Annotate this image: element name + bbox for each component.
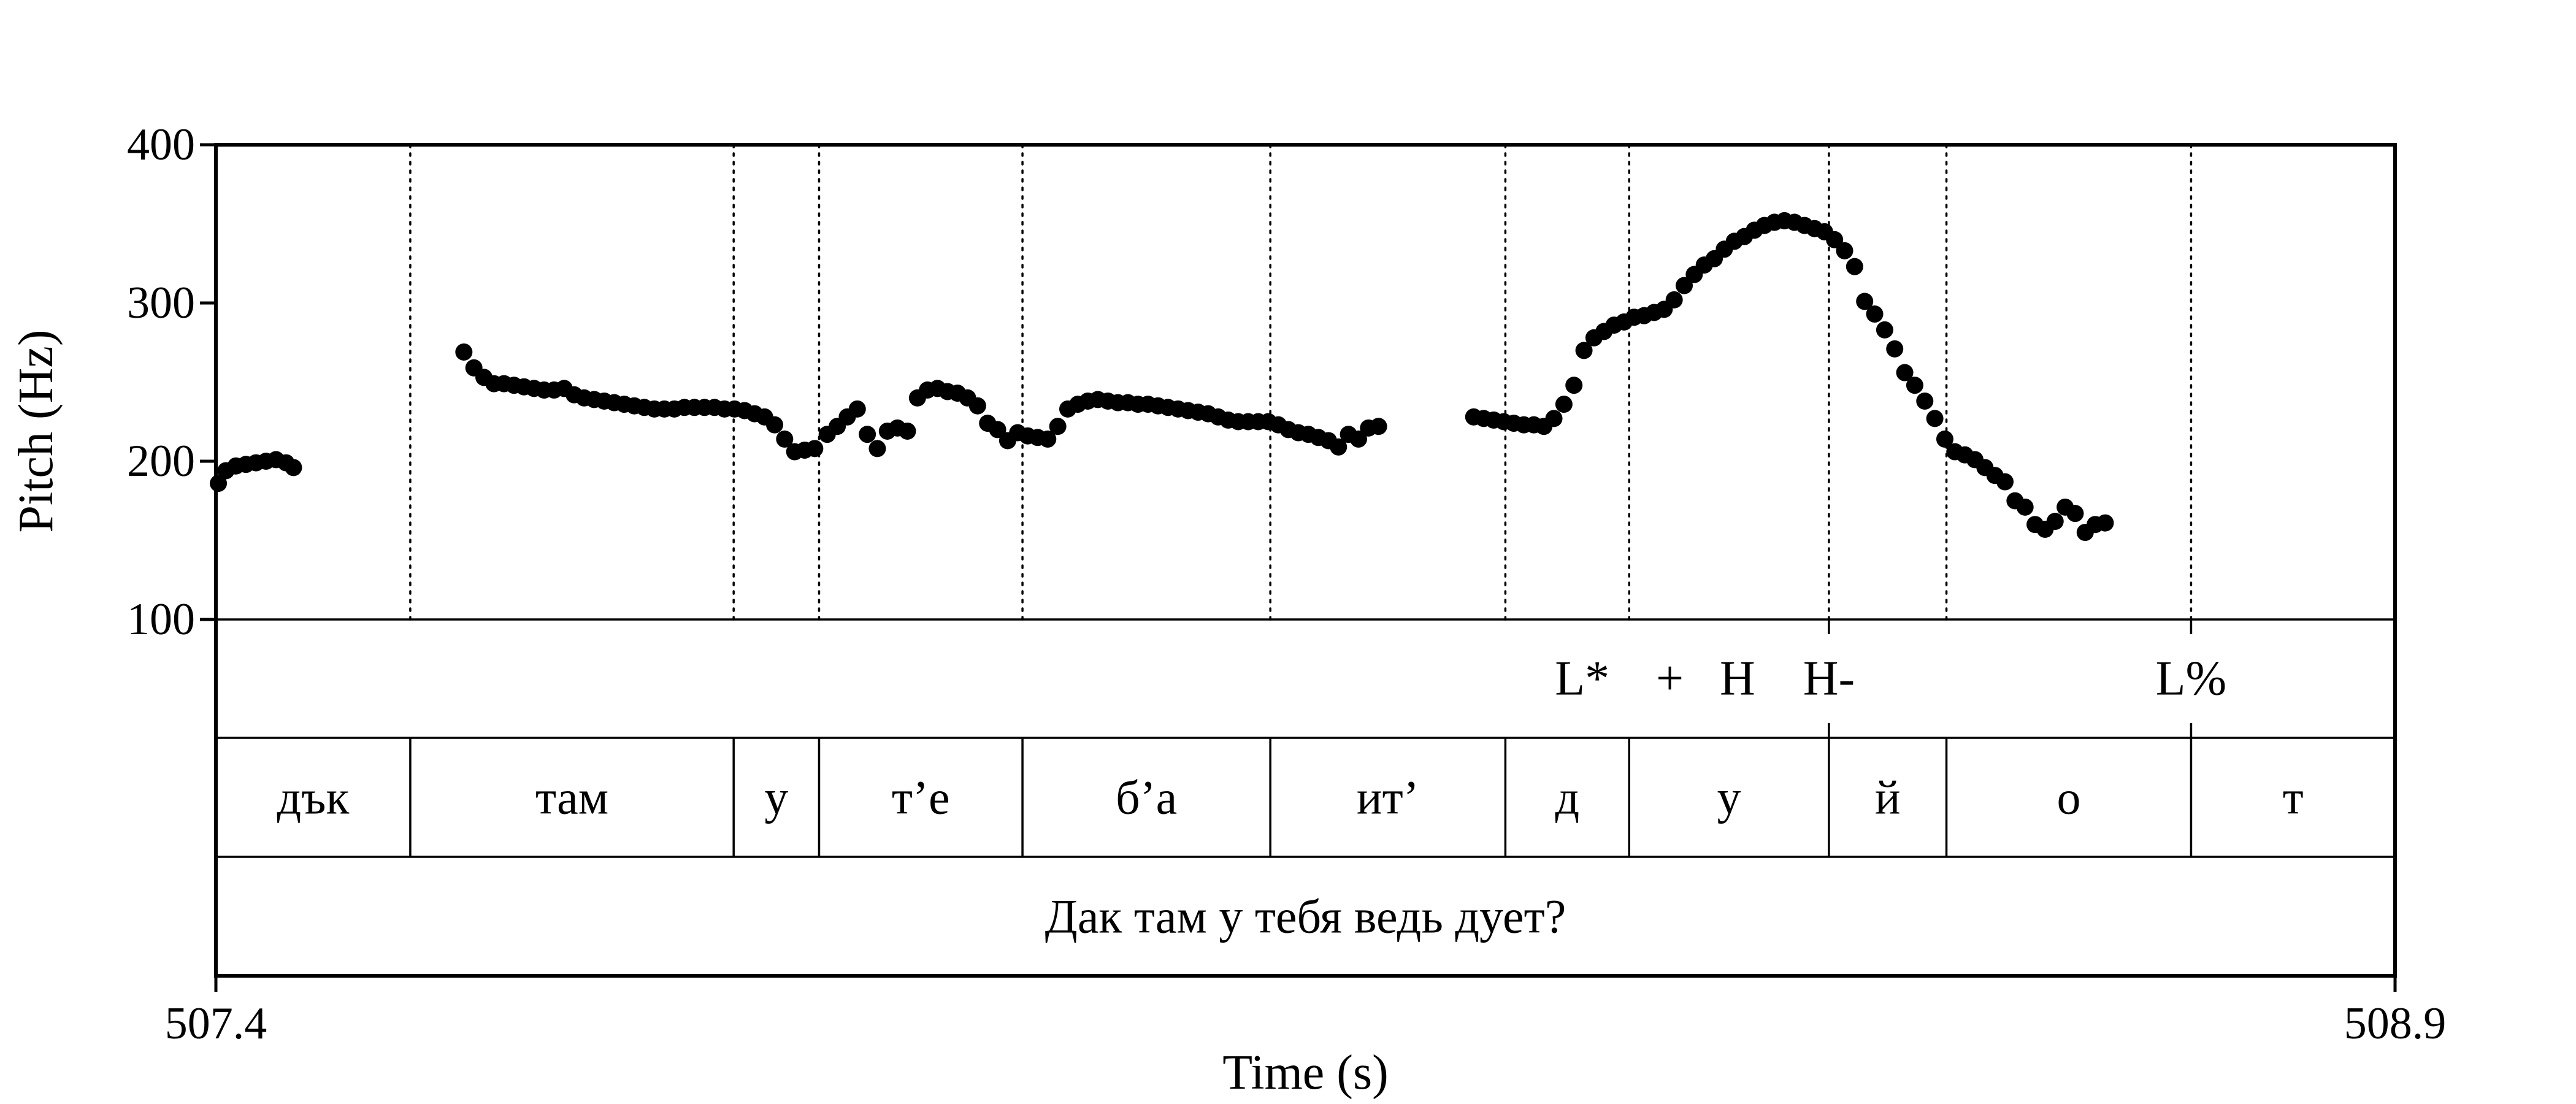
segment-label: й [1875, 771, 1901, 824]
y-tick-label: 400 [127, 120, 195, 170]
pitch-points [210, 212, 2114, 542]
segment-label: д [1555, 771, 1579, 824]
pitch-point [899, 422, 916, 440]
pitch-point [1676, 277, 1693, 294]
y-tick-label: 100 [127, 594, 195, 645]
pitch-point [1926, 410, 1944, 427]
pitch-point [2066, 505, 2084, 523]
tone-label: H [1720, 652, 1755, 706]
tone-label: + [1656, 652, 1684, 706]
pitch-point [1545, 410, 1563, 427]
x-axis-label: Time (s) [1222, 1046, 1388, 1100]
pitch-point [776, 430, 794, 448]
pitch-point [968, 397, 986, 415]
pitch-point [1049, 418, 1067, 435]
pitch-point [1856, 293, 1874, 310]
segment-label: о [2057, 771, 2080, 824]
boundary-lines [409, 144, 2193, 621]
y-tick-label: 300 [127, 278, 195, 328]
pitch-point [1906, 377, 1923, 394]
segment-label: у [1717, 771, 1741, 824]
pitch-point [210, 475, 228, 493]
pitch-point [2046, 513, 2064, 531]
pitch-point [1836, 242, 1853, 259]
pitch-point [765, 416, 783, 434]
pitch-point [806, 440, 824, 458]
pitch-point [1039, 430, 1057, 448]
pitch-point [1936, 430, 1953, 448]
pitch-point [989, 421, 1006, 439]
pitch-point [1886, 340, 1904, 358]
pitch-point [1916, 392, 1934, 410]
pitch-point [1846, 258, 1863, 275]
pitch-point [2016, 498, 2034, 516]
plot-border [214, 143, 2397, 978]
pitch-point [1896, 364, 1914, 381]
pitch-point [1349, 430, 1367, 448]
segment-label: дък [277, 771, 350, 824]
segment-label: б’а [1116, 771, 1177, 824]
pitch-point [2096, 514, 2114, 532]
tone-label: L* [1555, 652, 1609, 706]
pitch-point [1330, 438, 1347, 456]
y-tick-label: 200 [127, 436, 195, 486]
y-axis-label: Pitch (Hz) [9, 329, 63, 532]
pitch-point [455, 343, 473, 361]
tone-label: L% [2156, 652, 2227, 706]
pitch-point [1555, 396, 1573, 413]
x-tick-label: 508.9 [2344, 999, 2447, 1049]
segment-label: ит’ [1357, 771, 1419, 824]
segment-label: у [764, 771, 788, 824]
segment-tier: дък там у т’е б’а ит’ д у й о т [277, 738, 2304, 857]
pitch-point [1565, 377, 1583, 394]
axis-ticks: 100 200 300 400 507.4 508.9 [127, 120, 2446, 1049]
segment-label: там [535, 771, 608, 824]
pitch-point [1876, 321, 1893, 339]
pitch-point [1996, 473, 2014, 491]
pitch-point [1665, 291, 1683, 309]
pitch-point [1826, 231, 1844, 248]
pitch-point [285, 459, 302, 477]
segment-label: т [2283, 771, 2304, 824]
utterance-text: Дак там у тебя ведь дует? [1045, 890, 1566, 943]
x-tick-label: 507.4 [165, 999, 267, 1049]
pitch-point [848, 400, 866, 418]
pitch-point [859, 426, 876, 443]
tone-tier: L* + H H- L% [1555, 619, 2226, 738]
pitch-point [1575, 342, 1593, 359]
segment-label: т’е [892, 771, 950, 824]
tone-label: H- [1803, 652, 1855, 706]
plot-frame [214, 143, 2397, 978]
pitch-point [1370, 418, 1387, 435]
pitch-point [1866, 305, 1884, 323]
pitch-point [868, 440, 886, 458]
